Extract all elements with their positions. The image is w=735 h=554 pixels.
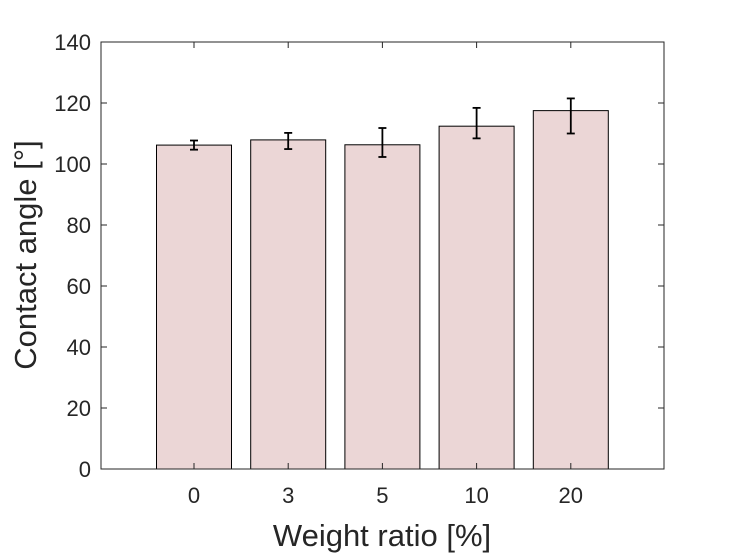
bars-group	[156, 110, 609, 470]
bar-0	[156, 144, 232, 470]
y-axis: 0 20 40 60 80 100 120 140	[54, 30, 664, 482]
x-tick-label-0: 0	[188, 483, 200, 508]
y-tick-label-40: 40	[67, 335, 91, 360]
y-tick-label-60: 60	[67, 274, 91, 299]
x-tick-label-5: 5	[376, 483, 388, 508]
bar-5	[344, 144, 421, 470]
y-tick-label-140: 140	[54, 30, 91, 55]
x-tick-label-3: 3	[282, 483, 294, 508]
y-tick-label-0: 0	[79, 457, 91, 482]
x-tick-label-20: 20	[559, 483, 583, 508]
y-tick-label-100: 100	[54, 152, 91, 177]
bar-20	[532, 110, 609, 470]
bar-3	[250, 139, 327, 470]
x-tick-label-10: 10	[464, 483, 488, 508]
y-tick-label-80: 80	[67, 213, 91, 238]
error-bars-group	[190, 97, 575, 158]
bar-10	[438, 125, 515, 470]
y-tick-label-120: 120	[54, 91, 91, 116]
y-tick-label-20: 20	[67, 396, 91, 421]
x-axis-title: Weight ratio [%]	[273, 518, 491, 553]
x-axis: 0 3 5 10 20	[188, 42, 583, 508]
y-axis-title: Contact angle [°]	[8, 140, 43, 370]
